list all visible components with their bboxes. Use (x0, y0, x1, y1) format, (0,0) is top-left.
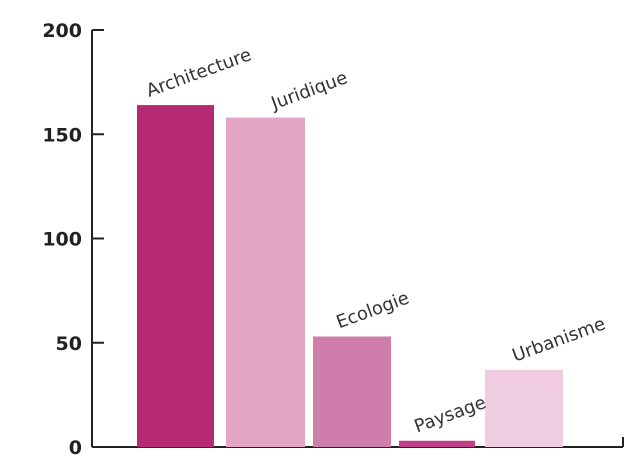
bar-label-ecologie: Ecologie (334, 288, 412, 334)
y-tick-label: 0 (69, 437, 82, 457)
bar-urbanisme (485, 369, 563, 447)
bar-label-paysage: Paysage (412, 392, 489, 437)
y-tick-label: 150 (42, 124, 82, 146)
y-tick-label: 100 (42, 229, 82, 251)
y-axis: 0 50 100 150 200 (42, 20, 104, 459)
bar-ecologie (313, 336, 391, 447)
bar-juridique (226, 117, 305, 447)
bars (137, 105, 563, 447)
bar-architecture (137, 105, 214, 447)
bar-label-architecture: Architecture (144, 44, 255, 101)
bar-label-urbanisme: Urbanisme (510, 313, 609, 366)
y-tick-label: 200 (42, 20, 82, 42)
bar-paysage (399, 440, 475, 447)
y-tick-label: 50 (56, 333, 82, 355)
bar-label-juridique: Juridique (268, 67, 351, 114)
